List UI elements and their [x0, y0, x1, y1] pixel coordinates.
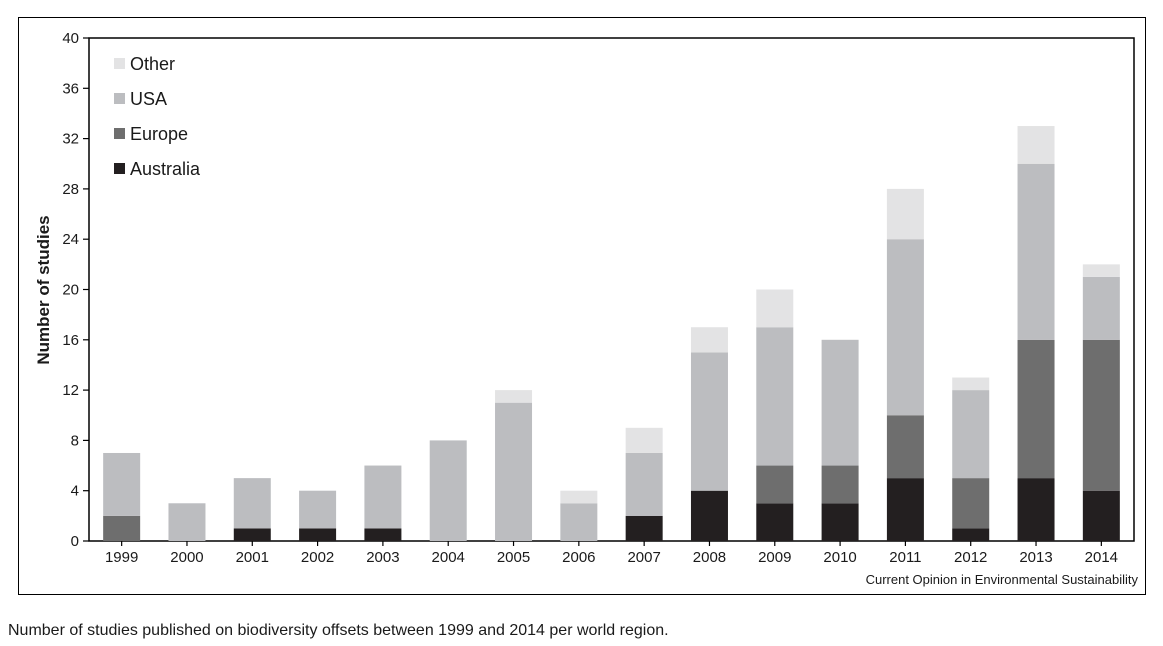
y-tick-label: 32: [62, 131, 79, 148]
bar-other-2007: [625, 427, 663, 453]
bar-usa-2011: [886, 239, 924, 416]
bar-other-2013: [1017, 126, 1055, 164]
bar-usa-2008: [690, 352, 728, 491]
y-tick-label: 36: [62, 80, 79, 97]
legend-swatch-other: [114, 58, 125, 69]
bar-australia-2002: [299, 528, 337, 541]
bar-other-2008: [690, 327, 728, 353]
legend-label-europe: Europe: [130, 124, 188, 144]
bar-usa-2004: [429, 440, 467, 541]
bar-usa-2002: [299, 490, 337, 529]
bar-usa-2006: [560, 503, 598, 541]
y-tick-label: 4: [71, 483, 79, 500]
bar-usa-2001: [233, 478, 271, 529]
stacked-bar-chart: 0 4 8 12 16 20 24 28 32 36 40 1999 2000 2001 2002 2003 2…: [34, 30, 1139, 587]
x-tick-label: 2011: [889, 549, 921, 566]
y-tick-label: 0: [71, 533, 79, 550]
x-tick-label: 2007: [627, 549, 660, 566]
bar-australia-2012: [952, 528, 990, 541]
y-tick-label: 8: [71, 432, 79, 449]
y-tick-label: 12: [62, 382, 79, 399]
x-tick-label: 2000: [170, 549, 203, 566]
x-tick-label: 2010: [823, 549, 856, 566]
y-axis-title: Number of studies: [34, 215, 53, 364]
bar-usa-1999: [103, 452, 141, 516]
x-tick-label: 2012: [954, 549, 987, 566]
bar-usa-2010: [821, 339, 859, 466]
bar-europe-2009: [756, 465, 794, 504]
y-tick-label: 20: [62, 282, 79, 299]
bar-usa-2005: [495, 402, 533, 541]
bar-australia-2014: [1082, 490, 1120, 541]
legend-swatch-australia: [114, 163, 125, 174]
x-tick-label: 2003: [366, 549, 399, 566]
bar-usa-2013: [1017, 163, 1055, 340]
x-tick-label: 2014: [1085, 549, 1118, 566]
bar-australia-2001: [233, 528, 271, 541]
source-label: Current Opinion in Environmental Sustain…: [866, 572, 1139, 587]
bar-usa-2000: [168, 503, 206, 541]
legend-label-other: Other: [130, 54, 175, 74]
bar-usa-2009: [756, 327, 794, 466]
x-tick-label: 2005: [497, 549, 530, 566]
x-tick-label: 2009: [758, 549, 791, 566]
legend-label-australia: Australia: [130, 159, 201, 179]
bar-europe-1999: [103, 515, 141, 541]
bar-other-2006: [560, 490, 598, 504]
bar-europe-2011: [886, 415, 924, 479]
bar-usa-2014: [1082, 276, 1120, 340]
y-tick-label: 28: [62, 181, 79, 198]
plot-area: 0 4 8 12 16 20 24 28 32 36 40 1999 2000 2001 2002 2003 2…: [62, 30, 1135, 566]
bar-australia-2003: [364, 528, 402, 541]
y-tick-label: 16: [62, 332, 79, 349]
legend-swatch-usa: [114, 93, 125, 104]
bar-europe-2010: [821, 465, 859, 504]
x-tick-label: 2008: [693, 549, 726, 566]
legend-label-usa: USA: [130, 89, 167, 109]
figure-frame: 0 4 8 12 16 20 24 28 32 36 40 1999 2000 2001 2002 2003 2…: [18, 17, 1146, 595]
bar-australia-2009: [756, 503, 794, 541]
y-tick-label: 40: [62, 30, 79, 47]
bar-europe-2013: [1017, 339, 1055, 479]
bar-europe-2012: [952, 478, 990, 529]
bar-other-2011: [886, 188, 924, 240]
figure-caption: Number of studies published on biodivers…: [8, 622, 669, 639]
x-tick-label: 2013: [1019, 549, 1052, 566]
bar-europe-2014: [1082, 339, 1120, 491]
x-tick-label: 2006: [562, 549, 595, 566]
bar-other-2012: [952, 377, 990, 391]
bar-australia-2013: [1017, 478, 1055, 541]
x-tick-label: 1999: [105, 549, 138, 566]
bar-usa-2007: [625, 452, 663, 516]
bar-usa-2003: [364, 465, 402, 529]
bar-other-2009: [756, 289, 794, 328]
y-tick-label: 24: [62, 231, 79, 248]
bar-other-2014: [1082, 264, 1120, 277]
x-tick-label: 2002: [301, 549, 334, 566]
legend-swatch-europe: [114, 128, 125, 139]
bar-australia-2010: [821, 503, 859, 541]
bar-australia-2011: [886, 478, 924, 541]
bar-australia-2007: [625, 515, 663, 541]
bar-australia-2008: [690, 490, 728, 541]
bar-usa-2012: [952, 390, 990, 479]
x-tick-label: 2001: [236, 549, 269, 566]
x-tick-label: 2004: [432, 549, 465, 566]
bar-other-2005: [495, 390, 533, 403]
